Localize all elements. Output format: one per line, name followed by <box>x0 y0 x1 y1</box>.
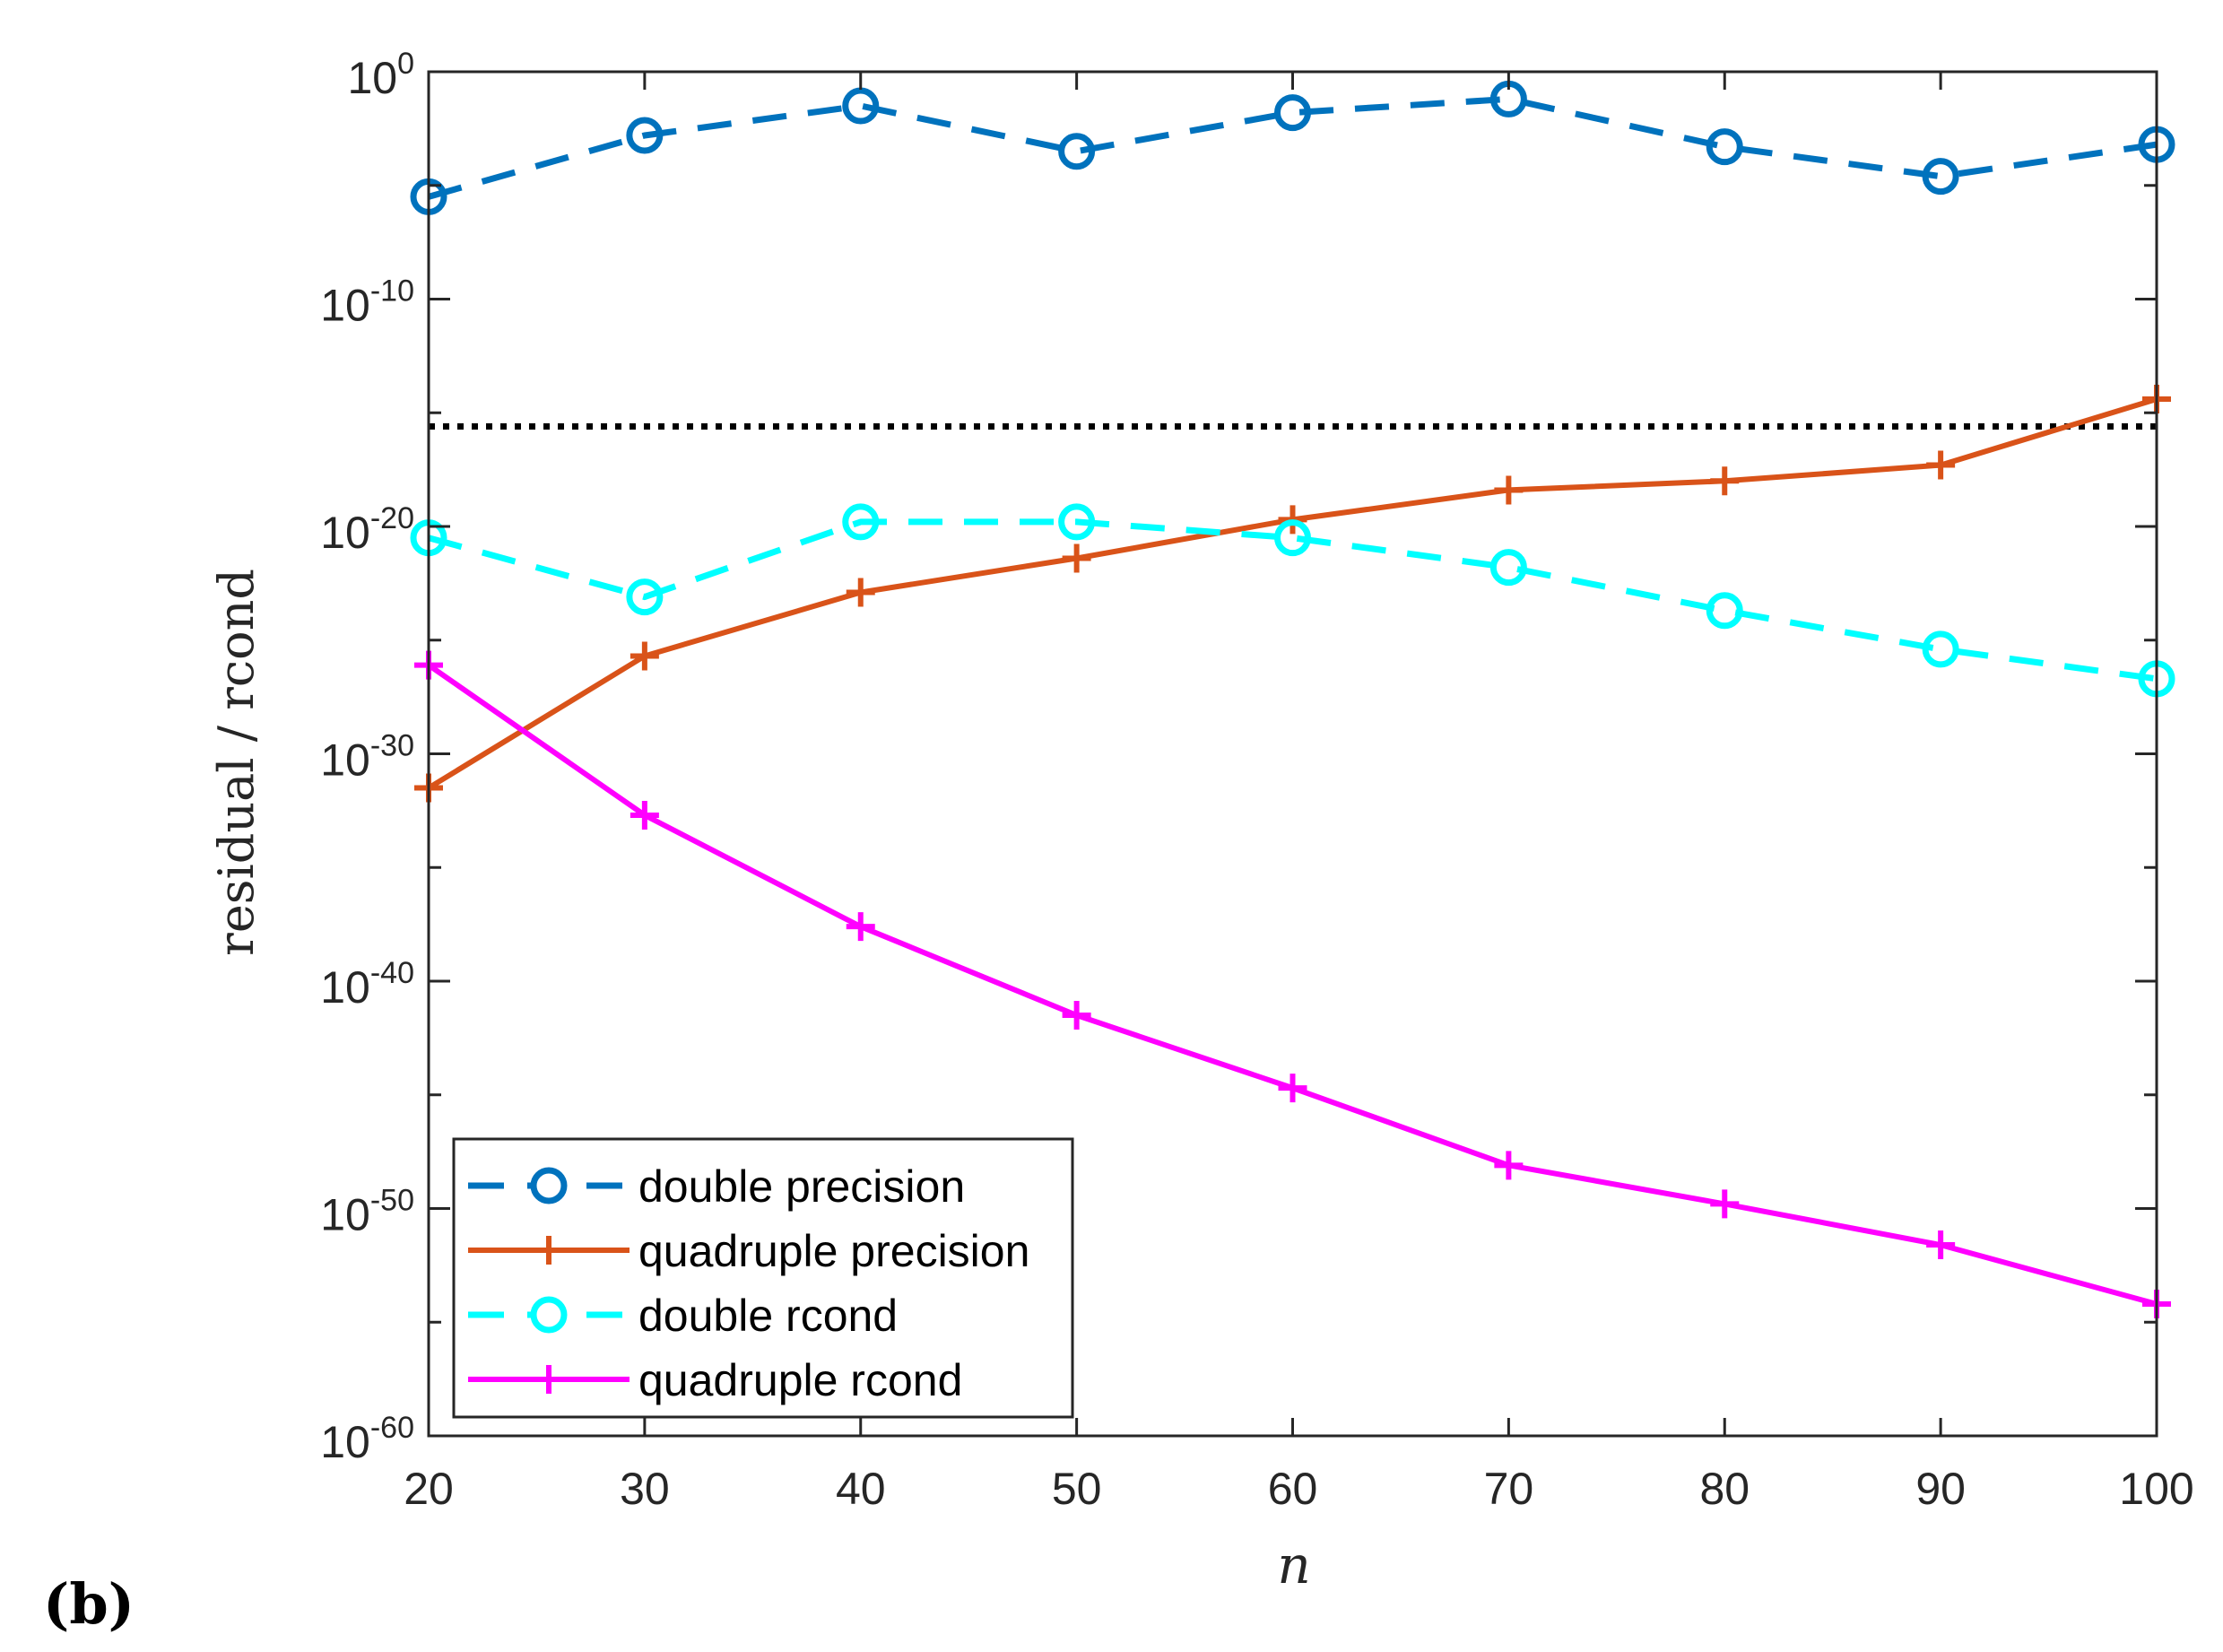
legend-entry: quadruple rcond <box>468 1355 962 1405</box>
data-point <box>1274 519 1311 557</box>
data-point <box>630 641 659 671</box>
y-tick-label: 100 <box>347 47 414 103</box>
legend-marker <box>534 1365 563 1394</box>
x-tick-label: 20 <box>404 1464 454 1514</box>
legend-entry: quadruple precision <box>468 1226 1029 1276</box>
data-point <box>842 503 880 541</box>
data-point <box>1922 630 1959 668</box>
data-point <box>1710 466 1740 496</box>
legend-label: quadruple precision <box>638 1226 1029 1276</box>
data-point <box>1489 549 1527 587</box>
data-point <box>1058 503 1096 541</box>
data-point <box>1706 128 1743 166</box>
data-point <box>846 912 875 942</box>
data-point <box>846 578 875 607</box>
y-tick-label: 10-60 <box>320 1411 414 1467</box>
legend-label: quadruple rcond <box>638 1355 962 1405</box>
data-point <box>1926 450 1956 480</box>
data-point <box>1278 1074 1307 1103</box>
series-line <box>428 95 2158 200</box>
data-point <box>1062 543 1091 573</box>
x-tick-label: 30 <box>620 1464 670 1514</box>
data-point <box>1494 1151 1524 1180</box>
x-tick-label: 90 <box>1915 1464 1966 1514</box>
data-point <box>1922 158 1959 196</box>
panel-label: (b) <box>43 1571 135 1637</box>
x-tick-label: 60 <box>1268 1464 1318 1514</box>
data-point <box>1058 133 1096 170</box>
x-tick-label: 80 <box>1699 1464 1750 1514</box>
x-tick-label: 40 <box>836 1464 886 1514</box>
legend-entry: double rcond <box>468 1291 898 1341</box>
y-tick-label: 10-40 <box>320 956 414 1013</box>
legend-marker <box>530 1296 568 1334</box>
x-axis-title: n <box>1277 1535 1310 1595</box>
data-point <box>626 117 664 154</box>
y-tick-label: 10-10 <box>320 274 414 331</box>
y-tick-label: 10-20 <box>320 501 414 558</box>
data-point <box>1062 1001 1091 1030</box>
data-point <box>1706 592 1743 630</box>
series-layer <box>410 80 2175 1318</box>
data-point <box>1710 1189 1740 1219</box>
data-point <box>842 87 880 125</box>
tick-labels: 20 30 40 50 60 70 80 90 100 100 10-10 10-20 10-30 10-… <box>320 47 2193 1514</box>
legend-marker <box>530 1167 568 1204</box>
legend-marker <box>534 1236 563 1265</box>
y-axis-title: residual / rcond <box>208 569 265 956</box>
legend: double precision quadruple precision doubl… <box>452 1137 1074 1419</box>
x-tick-label: 50 <box>1052 1464 1102 1514</box>
x-tick-label: 100 <box>2119 1464 2193 1514</box>
x-tick-label: 70 <box>1484 1464 1534 1514</box>
data-point <box>1926 1230 1956 1260</box>
y-tick-label: 10-30 <box>320 729 414 786</box>
series-double-precision <box>410 80 2175 215</box>
legend-entry: double precision <box>468 1161 965 1212</box>
data-point <box>1494 475 1524 505</box>
data-point <box>1274 94 1311 132</box>
legend-label: double precision <box>638 1161 965 1212</box>
data-point <box>626 578 664 616</box>
y-tick-label: 10-50 <box>320 1184 414 1240</box>
series-double-rcond <box>410 503 2175 698</box>
series-line <box>428 518 2158 683</box>
legend-label: double rcond <box>638 1291 898 1341</box>
axes <box>427 70 2158 1438</box>
data-point <box>630 800 659 830</box>
